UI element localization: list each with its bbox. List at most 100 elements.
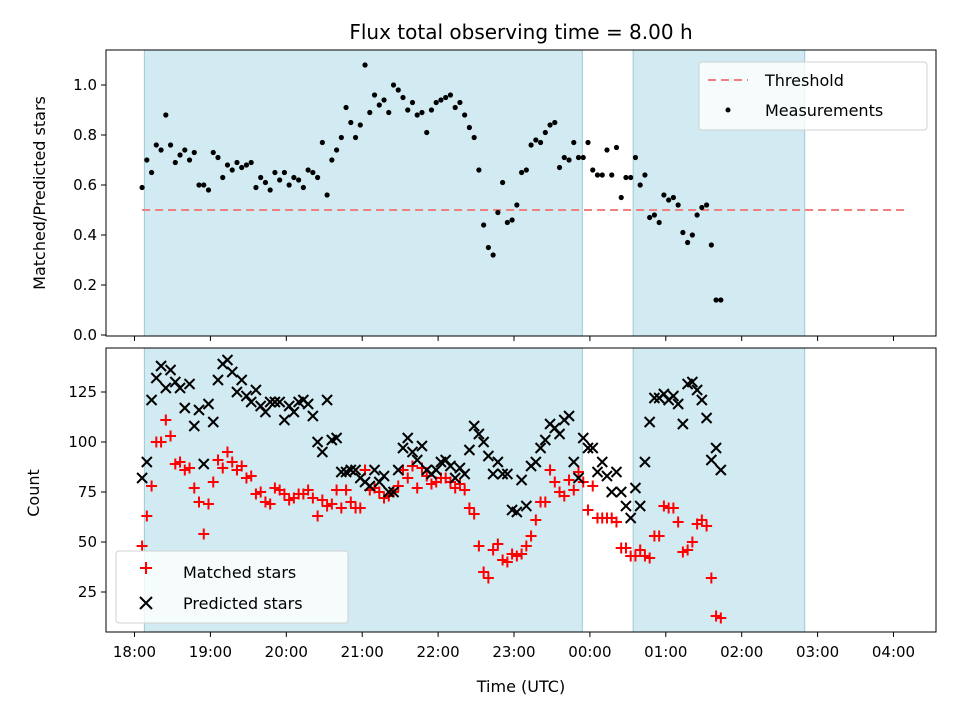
top-y-ticks: 0.0 0.2 0.4 0.6 0.8 1.0 [73,76,106,344]
predicted-star-marker [596,456,608,468]
measurement-point [609,172,615,178]
measurement-point [296,177,302,183]
predicted-star-marker [411,454,423,466]
matched-star-marker [411,482,423,494]
matched-star-marker [179,464,191,476]
measurement-point [462,112,468,118]
measurement-point [277,177,283,183]
matched-star-marker [644,552,656,564]
matched-star-marker [392,480,404,492]
predicted-star-marker [141,456,153,468]
bottom-x-ticks: 18:00 19:00 20:00 21:00 22:00 23:00 00:00 01:00… [113,632,915,661]
measurement-point [215,154,221,161]
predicted-star-marker [629,482,642,494]
measurement-point [167,142,174,148]
measurement-point [685,239,691,246]
legend-predicted-label: Predicted stars [183,594,303,613]
measurement-point [310,169,316,176]
measurement-point [229,167,235,173]
measurement-point [158,147,164,153]
matched-star-marker [264,498,276,510]
predicted-star-marker [174,382,186,394]
measurement-point [305,167,311,173]
measurement-point [457,99,463,106]
matched-star-marker [331,484,343,496]
measurement-point [504,219,510,226]
measurement-point [281,169,288,176]
matched-star-marker [549,476,561,488]
measurement-point [566,157,572,163]
measurement-point [670,194,676,201]
predicted-star-marker [416,440,428,452]
measurement-point [618,194,624,201]
predicted-star-marker [482,450,495,462]
predicted-star-marker [193,404,205,416]
matched-star-marker [568,484,580,496]
predicted-star-marker [364,480,376,492]
measurement-point [300,184,306,191]
matched-star-marker [701,520,713,532]
top-x-ticks [134,336,894,341]
matched-star-marker [511,550,523,562]
measurement-point [628,174,634,181]
y-tick-label: 100 [68,433,97,451]
matched-star-marker [141,510,153,522]
measurement-point [386,109,392,116]
matched-star-marker [639,550,651,562]
measurement-point [556,164,563,171]
matched-star-marker [236,460,248,472]
measurement-point [324,192,330,198]
matched-star-marker [492,538,504,550]
predicted-star-marker [335,466,348,478]
predicted-star-marker [397,442,409,454]
measurement-point [514,202,520,208]
matched-star-marker [174,456,186,468]
measurement-point [552,119,558,126]
measurement-point [599,172,605,178]
measurement-point [371,92,378,98]
top-legend: Threshold Measurements [698,61,928,131]
measurement-point [428,107,435,113]
predicted-star-marker [563,410,575,422]
matched-star-marker [226,456,238,468]
measurement-point [424,129,430,136]
predicted-star-marker [449,472,461,484]
measurement-point [447,92,454,98]
matched-star-marker [165,430,177,442]
matched-star-marker [587,480,599,492]
matched-star-marker [136,540,148,552]
bottom-y-ticks: 25 50 75 100 125 [68,383,106,601]
measurement-point [680,229,686,236]
predicted-star-marker [696,394,708,406]
predicted-star-marker [686,376,699,388]
matched-star-marker [354,502,366,514]
matched-star-marker [307,492,319,504]
predicted-star-marker [501,468,514,480]
y-tick-label: 25 [78,583,97,601]
matched-star-marker [250,488,262,500]
measurement-point [694,212,700,218]
measurement-point [414,112,420,118]
measurement-point [352,134,359,141]
matched-star-markers [136,414,727,624]
measurement-point [357,122,363,128]
x-tick-label: 04:00 [872,643,915,661]
legend-threshold-label: Threshold [764,71,844,90]
matched-star-marker [478,566,490,578]
measurement-point [590,167,596,173]
matched-star-marker [463,502,475,514]
matched-star-marker [402,472,414,484]
x-tick-label: 23:00 [492,643,535,661]
matched-star-marker [146,480,158,492]
predicted-star-marker [587,442,599,454]
measurement-point [400,94,406,101]
predicted-star-marker [511,506,523,518]
matched-star-marker [188,482,200,494]
predicted-star-marker [643,416,656,428]
measurement-point [642,172,648,178]
measurement-point [443,94,449,101]
measurement-point [604,147,610,153]
predicted-star-marker [202,398,215,410]
matched-star-marker [459,484,471,496]
matched-star-marker [520,540,532,552]
